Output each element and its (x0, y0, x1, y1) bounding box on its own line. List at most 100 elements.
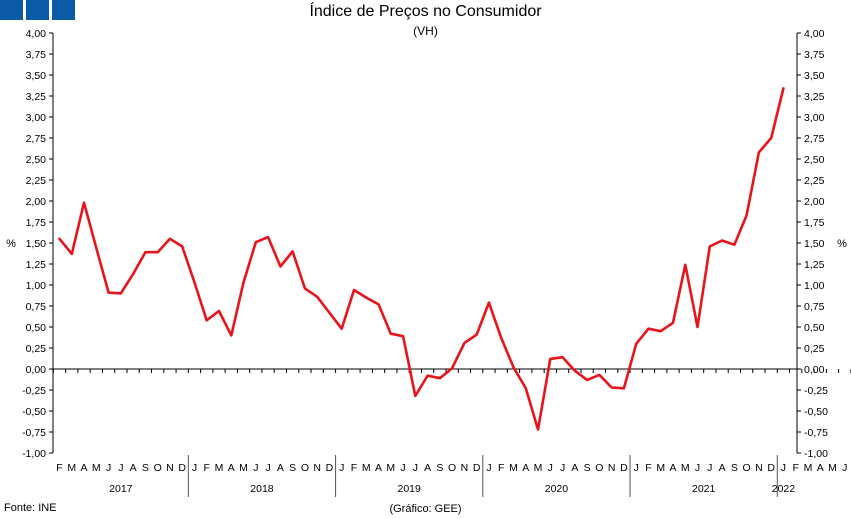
x-month-label: O (595, 462, 603, 474)
y-axis-title-right: % (837, 238, 847, 250)
x-month-label: N (313, 462, 321, 474)
x-month-label: D (178, 462, 186, 474)
y-tick-label-right: 1,25 (804, 259, 825, 271)
y-tick-label-left: 2,50 (26, 154, 47, 166)
x-month-label: A (817, 462, 824, 474)
x-month-label: O (301, 462, 309, 474)
x-month-label: J (253, 462, 258, 474)
y-tick-label-left: 3,25 (26, 91, 47, 103)
x-month-label: J (118, 462, 123, 474)
x-month-label: A (277, 462, 284, 474)
y-tick-label-left: 4,00 (26, 28, 47, 40)
x-month-label: D (767, 462, 775, 474)
y-tick-label-right: 2,50 (804, 154, 825, 166)
x-month-label: J (265, 462, 270, 474)
x-month-label: N (166, 462, 174, 474)
y-tick-label-right: 0,75 (804, 301, 825, 313)
y-axis-title-left: % (6, 238, 16, 250)
y-tick-label-left: 2,25 (26, 175, 47, 187)
y-tick-label-left: -0,25 (22, 385, 46, 397)
y-tick-label-left: 0,50 (26, 322, 47, 334)
x-month-label: D (326, 462, 334, 474)
y-tick-label-left: 0,75 (26, 301, 47, 313)
y-tick-label-left: 0,25 (26, 343, 47, 355)
gee-logo (0, 0, 76, 20)
series-line (58, 87, 785, 431)
y-tick-label-right: -0,50 (804, 406, 828, 418)
y-tick-label-left: 3,50 (26, 70, 47, 82)
y-tick-label-left: 0,00 (26, 364, 47, 376)
credit-note: (Gráfico: GEE) (389, 503, 462, 515)
x-month-label: S (584, 462, 591, 474)
y-tick-label-right: 1,75 (804, 217, 825, 229)
y-tick-label-right: 3,25 (804, 91, 825, 103)
y-tick-label-right: 2,25 (804, 175, 825, 187)
y-tick-label-left: -0,50 (22, 406, 46, 418)
x-year-label: 2022 (772, 483, 796, 495)
x-month-label: M (804, 462, 813, 474)
x-month-label: A (571, 462, 578, 474)
chart-title: Índice de Preços no Consumidor (309, 3, 542, 20)
x-year-label: 2018 (250, 483, 274, 495)
chart-subtitle: (VH) (413, 24, 438, 38)
x-month-label: J (486, 462, 491, 474)
y-tick-label-right: 4,00 (804, 28, 825, 40)
y-tick-label-left: 2,00 (26, 196, 47, 208)
y-tick-label-left: 1,75 (26, 217, 47, 229)
x-month-label: S (289, 462, 296, 474)
x-month-label: O (154, 462, 162, 474)
y-tick-label-right: 2,75 (804, 133, 825, 145)
y-tick-label-right: 1,50 (804, 238, 825, 250)
y-tick-label-left: 1,00 (26, 280, 47, 292)
y-tick-label-right: 3,50 (804, 70, 825, 82)
x-month-label: J (106, 462, 111, 474)
x-month-label: M (362, 462, 371, 474)
x-month-label: A (522, 462, 529, 474)
x-month-label: M (239, 462, 248, 474)
x-month-label: A (81, 462, 88, 474)
x-month-label: O (743, 462, 751, 474)
x-month-label: M (656, 462, 665, 474)
x-month-label: D (473, 462, 481, 474)
y-tick-label-right: -1,00 (804, 448, 828, 460)
x-year-label: 2017 (109, 483, 133, 495)
x-month-label: M (67, 462, 76, 474)
x-month-label: D (620, 462, 628, 474)
x-month-label: J (192, 462, 197, 474)
y-tick-label-right: 2,00 (804, 196, 825, 208)
y-tick-label-left: 3,00 (26, 112, 47, 124)
x-month-label: S (436, 462, 443, 474)
x-month-label: J (560, 462, 565, 474)
y-tick-label-right: 0,50 (804, 322, 825, 334)
x-month-label: F (792, 462, 798, 474)
x-month-label: J (781, 462, 786, 474)
x-month-label: J (707, 462, 712, 474)
x-month-label: J (634, 462, 639, 474)
x-month-label: F (204, 462, 210, 474)
x-month-label: S (142, 462, 149, 474)
x-month-label: N (608, 462, 616, 474)
x-month-label: J (548, 462, 553, 474)
y-tick-label-left: 1,25 (26, 259, 47, 271)
x-month-label: A (228, 462, 235, 474)
y-tick-label-right: 3,75 (804, 49, 825, 61)
x-month-label: N (461, 462, 469, 474)
x-month-label: J (695, 462, 700, 474)
x-month-label: M (681, 462, 690, 474)
x-year-label: 2019 (398, 483, 422, 495)
x-year-label: 2021 (692, 483, 716, 495)
x-month-label: F (56, 462, 62, 474)
x-month-label: A (375, 462, 382, 474)
y-tick-label-right: -0,25 (804, 385, 828, 397)
y-tick-label-left: 3,75 (26, 49, 47, 61)
x-month-label: J (842, 462, 847, 474)
x-month-label: A (719, 462, 726, 474)
x-month-label: M (386, 462, 395, 474)
x-month-label: O (448, 462, 456, 474)
y-tick-label-right: -0,75 (804, 427, 828, 439)
y-tick-label-right: 0,25 (804, 343, 825, 355)
y-tick-label-left: 2,75 (26, 133, 47, 145)
y-tick-label-left: 1,50 (26, 238, 47, 250)
y-tick-label-right: 1,00 (804, 280, 825, 292)
